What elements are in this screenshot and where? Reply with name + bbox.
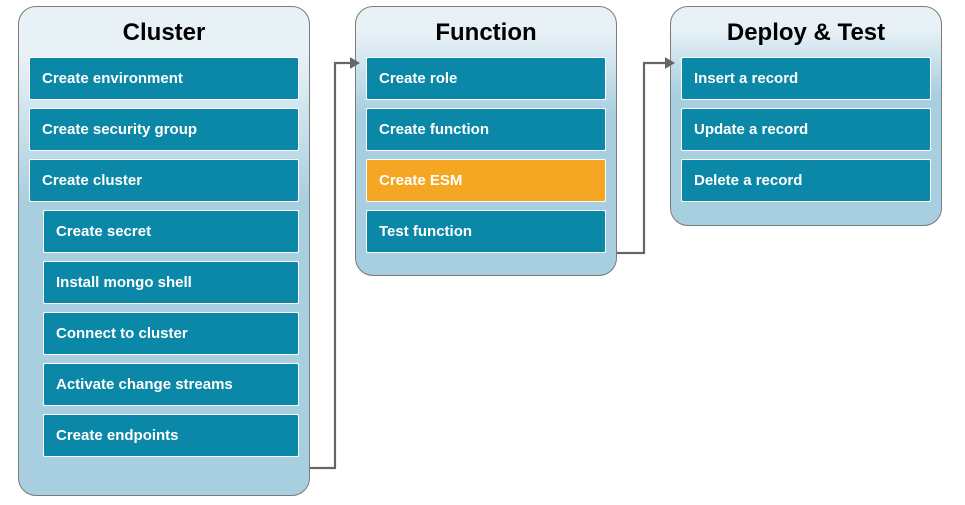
- arrow-head: [350, 57, 360, 69]
- panel-title-cluster: Cluster: [29, 19, 299, 47]
- step-cluster-5: Connect to cluster: [43, 312, 299, 355]
- step-function-1: Create function: [366, 108, 606, 151]
- panel-deploy: Deploy & Test Insert a record Update a rec…: [670, 6, 942, 226]
- panel-title-function: Function: [366, 19, 606, 47]
- step-function-0: Create role: [366, 57, 606, 100]
- step-cluster-2: Create cluster: [29, 159, 299, 202]
- arrow-path: [617, 63, 665, 253]
- step-cluster-4: Install mongo shell: [43, 261, 299, 304]
- arrow-head: [665, 57, 675, 69]
- step-cluster-6: Activate change streams: [43, 363, 299, 406]
- step-cluster-0: Create environment: [29, 57, 299, 100]
- step-cluster-7: Create endpoints: [43, 414, 299, 457]
- arrow-arrow2: [617, 55, 675, 265]
- step-list-cluster: Create environment Create security group C…: [29, 57, 299, 457]
- step-deploy-1: Update a record: [681, 108, 931, 151]
- step-function-3: Test function: [366, 210, 606, 253]
- arrow-path: [310, 63, 350, 468]
- step-list-function: Create role Create function Create ESM Test…: [366, 57, 606, 253]
- step-list-deploy: Insert a record Update a record Delete a r…: [681, 57, 931, 202]
- step-deploy-0: Insert a record: [681, 57, 931, 100]
- panel-title-deploy: Deploy & Test: [681, 19, 931, 47]
- arrow-arrow1: [310, 55, 360, 475]
- step-cluster-1: Create security group: [29, 108, 299, 151]
- panel-function: FunctionCreate roleCreate functionCreate…: [355, 6, 617, 276]
- panel-cluster: Cluster Create environment Create security…: [18, 6, 310, 496]
- step-cluster-3: Create secret: [43, 210, 299, 253]
- step-function-2: Create ESM: [366, 159, 606, 202]
- step-deploy-2: Delete a record: [681, 159, 931, 202]
